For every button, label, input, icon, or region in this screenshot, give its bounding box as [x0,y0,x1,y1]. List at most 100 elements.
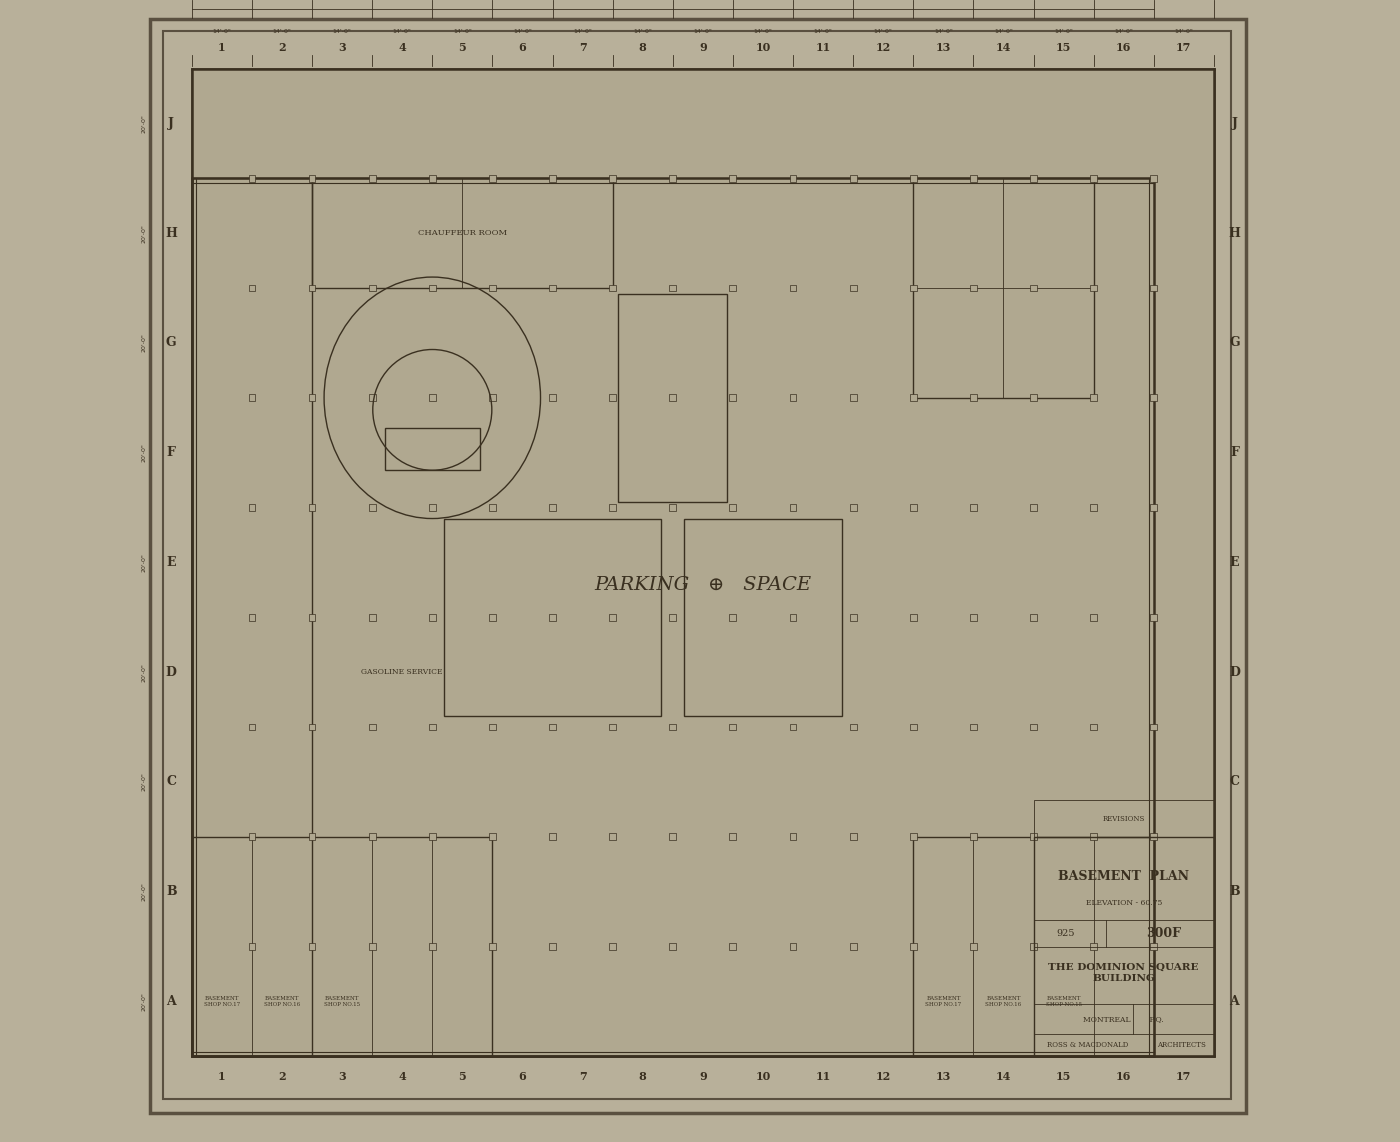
Bar [192,837,493,1056]
Bar [609,834,616,841]
Bar [192,69,1214,1056]
Text: 16: 16 [1116,1071,1131,1083]
Text: 11: 11 [815,1071,830,1083]
Bar [1151,724,1158,731]
Bar [609,724,616,731]
Bar [368,724,375,731]
Text: BASEMENT  PLAN: BASEMENT PLAN [1058,870,1189,883]
Text: 12: 12 [875,1071,890,1083]
Bar [609,394,616,401]
Bar [609,943,616,950]
Bar [790,834,797,841]
Bar [428,504,435,510]
Bar [669,284,676,291]
Bar [308,834,315,841]
Text: 20'-0": 20'-0" [141,992,147,1011]
Bar [850,394,857,401]
Bar [368,943,375,950]
Text: 20'-0": 20'-0" [141,443,147,463]
Text: 15: 15 [1056,1071,1071,1083]
Text: BASEMENT
SHOP NO.16: BASEMENT SHOP NO.16 [265,996,300,1007]
Text: 14'-0": 14'-0" [393,30,412,34]
Text: BASEMENT
SHOP NO.17: BASEMENT SHOP NO.17 [925,996,962,1007]
Text: E: E [167,556,176,569]
Text: 300F: 300F [1145,927,1180,940]
Bar [913,178,1093,397]
Bar [489,614,496,621]
Bar [790,724,797,731]
Text: 14'-0": 14'-0" [813,30,833,34]
Bar [910,614,917,621]
Text: 2: 2 [279,1071,286,1083]
Text: 2: 2 [279,42,286,54]
Bar [729,175,736,182]
Text: 11: 11 [815,42,830,54]
Bar [249,724,255,731]
Bar [1091,614,1098,621]
Bar [428,614,435,621]
Text: A: A [167,995,176,1008]
Bar [669,504,676,510]
Text: B: B [167,885,176,899]
Bar [619,293,727,501]
Bar [1151,943,1158,950]
Text: 17: 17 [1176,42,1191,54]
Text: 17: 17 [1176,1071,1191,1083]
Bar [1033,837,1214,1056]
Text: PARKING   ⊕   SPACE: PARKING ⊕ SPACE [594,576,812,594]
Text: MONTREAL        P.Q.: MONTREAL P.Q. [1084,1015,1163,1023]
Bar [249,943,255,950]
Text: 16: 16 [1116,42,1131,54]
Bar [1091,175,1098,182]
Bar [910,175,917,182]
Bar [312,178,613,288]
Text: 14'-0": 14'-0" [994,30,1014,34]
Text: REVISIONS: REVISIONS [1103,814,1145,822]
Text: 14: 14 [995,1071,1011,1083]
Bar [308,614,315,621]
Bar [444,518,661,716]
Text: 14'-0": 14'-0" [1175,30,1193,34]
Bar [428,284,435,291]
Text: A: A [1229,995,1239,1008]
Text: F: F [167,447,175,459]
Bar [489,504,496,510]
Text: 14'-0": 14'-0" [693,30,713,34]
Text: G: G [167,337,176,349]
Text: 7: 7 [578,42,587,54]
Bar [729,394,736,401]
Text: 8: 8 [638,42,647,54]
Bar [1030,175,1037,182]
Bar [1151,504,1158,510]
Bar [489,834,496,841]
Bar [790,394,797,401]
Bar [489,724,496,731]
Bar [1030,284,1037,291]
Bar [609,284,616,291]
Bar [489,394,496,401]
Text: 4: 4 [399,1071,406,1083]
Bar [970,724,977,731]
Bar [609,504,616,510]
Bar [249,175,255,182]
Text: BASEMENT
SHOP NO.17: BASEMENT SHOP NO.17 [204,996,239,1007]
Text: CHAUFFEUR ROOM: CHAUFFEUR ROOM [417,230,507,238]
Bar [489,175,496,182]
Bar [669,943,676,950]
Text: 14'-0": 14'-0" [512,30,532,34]
Bar [549,834,556,841]
Bar [970,943,977,950]
Text: BASEMENT
SHOP NO.15: BASEMENT SHOP NO.15 [1046,996,1082,1007]
Bar [729,834,736,841]
Text: E: E [1229,556,1239,569]
Bar [970,504,977,510]
Bar [1151,284,1158,291]
Bar [913,837,1154,1056]
Bar [669,394,676,401]
Text: 20'-0": 20'-0" [141,883,147,901]
Bar [970,834,977,841]
Bar [910,724,917,731]
Text: 9: 9 [699,1071,707,1083]
Text: 5: 5 [458,42,466,54]
Text: 14'-0": 14'-0" [573,30,592,34]
